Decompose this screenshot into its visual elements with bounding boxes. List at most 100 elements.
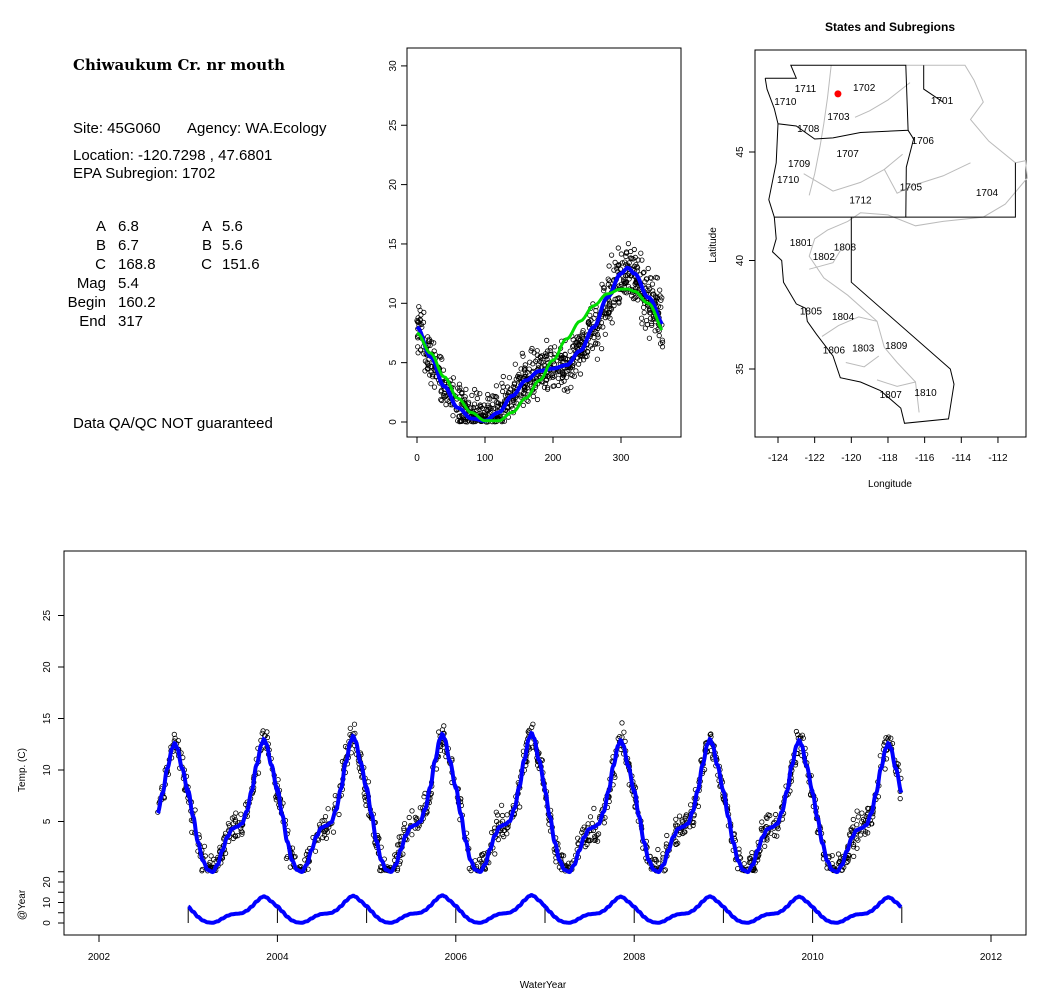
- state-boundary: [905, 162, 1016, 218]
- data-point: [835, 851, 842, 857]
- data-point: [850, 816, 856, 823]
- param-label: A: [96, 218, 106, 235]
- region-label: 1707: [837, 149, 860, 160]
- data-point: [319, 818, 325, 824]
- data-point: [598, 345, 605, 352]
- data-point: [438, 396, 444, 403]
- data-point: [499, 388, 506, 395]
- x-tick-label: -118: [878, 453, 898, 464]
- data-point: [639, 321, 645, 327]
- data-point: [525, 398, 531, 404]
- data-point: [600, 324, 606, 330]
- data-point: [427, 342, 433, 348]
- data-point: [522, 384, 528, 390]
- ts-xlabel: WaterYear: [520, 980, 567, 991]
- param-label: C: [201, 256, 212, 273]
- data-point: [481, 850, 487, 857]
- region-label: 1810: [914, 388, 937, 399]
- y-tick-label: 5: [388, 359, 399, 365]
- data-point: [601, 288, 607, 294]
- region-label: 1804: [832, 312, 855, 323]
- subregion-boundary: [803, 153, 903, 192]
- data-point: [471, 401, 478, 407]
- data-point: [417, 805, 423, 811]
- data-point: [594, 331, 601, 338]
- data-point: [641, 269, 647, 275]
- region-label: 1709: [788, 159, 811, 170]
- location: Location: -120.7298 , 47.6801: [73, 147, 272, 164]
- data-point: [477, 390, 483, 397]
- data-point: [619, 720, 625, 726]
- data-point: [481, 410, 487, 416]
- data-point: [621, 729, 627, 735]
- data-point: [643, 317, 650, 324]
- data-point: [591, 334, 597, 341]
- data-point: [321, 832, 328, 838]
- data-point: [485, 391, 491, 398]
- ts-ylabel-year: @Year: [17, 889, 28, 920]
- data-point: [657, 287, 663, 293]
- region-label: 1711: [795, 84, 817, 95]
- data-point: [232, 817, 238, 823]
- data-point: [606, 263, 612, 269]
- data-point: [238, 811, 244, 817]
- subregion-boundary: [845, 355, 880, 368]
- data-point: [527, 382, 533, 388]
- data-point: [413, 817, 419, 823]
- data-point: [763, 814, 769, 820]
- param-label: B: [96, 237, 106, 254]
- data-point: [793, 728, 800, 735]
- data-point: [492, 851, 498, 857]
- param-value: 317: [118, 313, 143, 330]
- data-point: [690, 822, 696, 829]
- data-point: [450, 413, 456, 419]
- data-point: [490, 406, 496, 412]
- data-point: [854, 808, 860, 814]
- region-label: 1807: [880, 390, 903, 401]
- region-label: 1805: [800, 306, 823, 317]
- data-point: [429, 372, 435, 378]
- data-point: [885, 734, 892, 740]
- data-point: [759, 819, 765, 825]
- data-point: [580, 327, 586, 334]
- data-point: [859, 810, 865, 816]
- data-point: [425, 363, 431, 369]
- data-point: [416, 304, 422, 310]
- state-boundary: [771, 217, 955, 424]
- data-point: [577, 371, 584, 377]
- data-point: [687, 802, 694, 808]
- data-point: [631, 246, 637, 253]
- data-point: [431, 348, 437, 354]
- time-series-plot: 2002 2004 2006 2008 2010 2012 5 10 15 20 25 0 10 20 W…: [17, 550, 1027, 991]
- region-label: 1712: [849, 196, 872, 207]
- data-point: [611, 302, 617, 309]
- data-point: [564, 386, 570, 392]
- x-tick-label: -122: [805, 453, 825, 464]
- data-point: [657, 293, 663, 299]
- data-point: [199, 868, 205, 874]
- data-point: [567, 348, 573, 354]
- data-point: [606, 278, 612, 284]
- data-point: [606, 302, 612, 308]
- data-point: [469, 392, 475, 398]
- region-label: 1801: [790, 238, 813, 249]
- data-point: [569, 372, 575, 378]
- data-point: [628, 293, 635, 299]
- region-label: 1705: [900, 183, 923, 194]
- y-tick-label: 0: [388, 419, 399, 425]
- data-point: [774, 833, 780, 839]
- data-point: [575, 361, 582, 367]
- data-point: [547, 348, 553, 354]
- data-point: [510, 384, 517, 390]
- data-point: [545, 374, 551, 380]
- data-point: [325, 806, 331, 812]
- data-point: [406, 814, 412, 821]
- state-boundary: [768, 123, 915, 218]
- data-point: [415, 344, 421, 350]
- data-point: [601, 285, 607, 291]
- data-point: [189, 829, 195, 835]
- data-point: [401, 820, 408, 827]
- data-point: [238, 828, 244, 834]
- data-point: [559, 371, 566, 377]
- data-point: [530, 721, 536, 727]
